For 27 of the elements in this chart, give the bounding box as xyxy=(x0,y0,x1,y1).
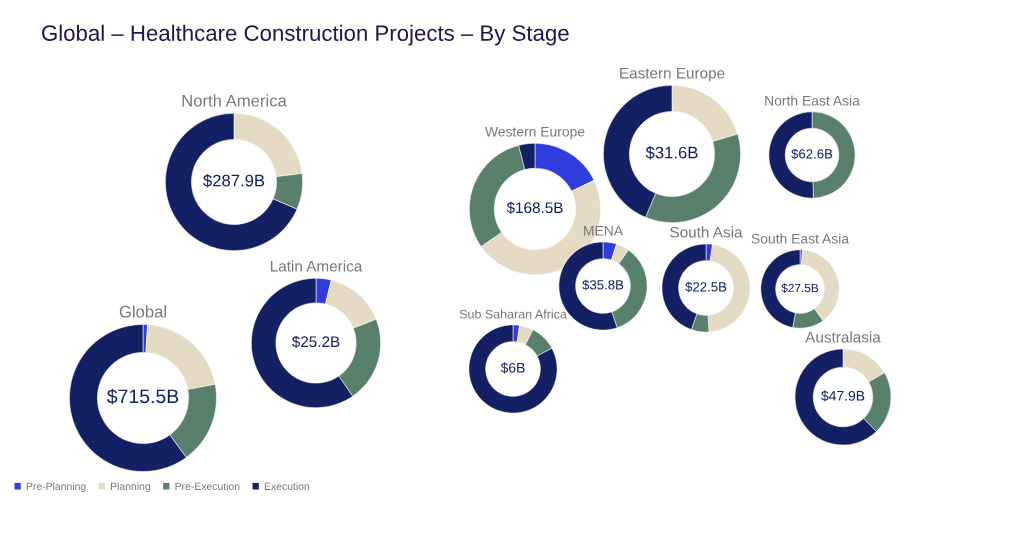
text: $25.2B xyxy=(291,335,340,349)
text: $22.5B xyxy=(685,281,727,293)
chart-title: Western Europe xyxy=(485,126,585,140)
text: $287.9B xyxy=(203,173,265,188)
legend-label: Pre-Execution xyxy=(175,482,240,490)
chart-title: Global xyxy=(119,305,166,318)
text: $35.8B xyxy=(582,279,624,291)
text: $27.5B xyxy=(781,283,819,293)
legend-label: Planning xyxy=(110,482,150,493)
chart-title: North East Asia xyxy=(765,95,860,106)
chart-title: North America xyxy=(182,94,287,107)
chart-title: Latin America xyxy=(270,260,363,272)
text: $31.6B xyxy=(645,145,698,160)
text: Global – Healthcare Construction Projects – By Stage xyxy=(42,24,569,46)
text: $47.9B xyxy=(821,390,865,402)
chart-title: South East Asia xyxy=(751,233,850,244)
chart-title: MENA xyxy=(584,225,624,236)
text: $168.5B xyxy=(506,201,563,215)
chart-title: Australasia xyxy=(805,331,881,343)
chart-title: Eastern Europe xyxy=(620,67,725,82)
text: $62.6B xyxy=(791,148,833,160)
text: $715.5B xyxy=(106,388,179,405)
chart-title: Sub Saharan Africa xyxy=(459,309,567,319)
chart-title: South Asia xyxy=(670,226,743,238)
legend-label: Execution xyxy=(264,482,310,490)
text: $6B xyxy=(500,362,525,374)
legend-label: Pre-Planning xyxy=(26,482,86,493)
